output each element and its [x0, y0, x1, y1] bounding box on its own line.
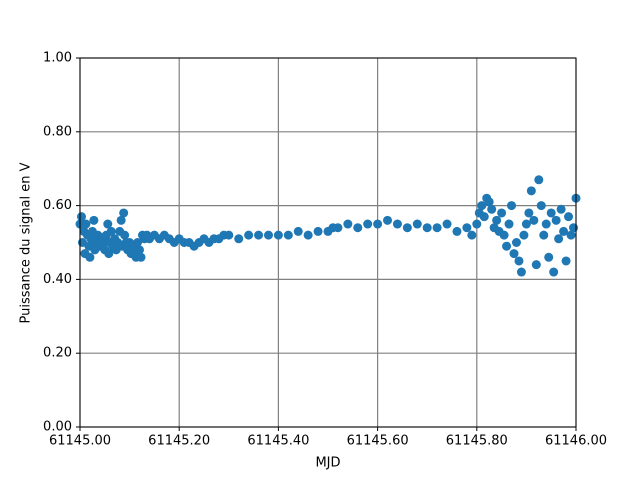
x-tick-label: 61145.00 [49, 434, 111, 449]
y-tick-label: 0.00 [43, 420, 72, 435]
point [564, 212, 574, 222]
point [509, 249, 519, 259]
x-tick-label: 61145.20 [148, 434, 210, 449]
point [504, 219, 514, 229]
point [467, 230, 477, 240]
point [353, 223, 363, 233]
point [452, 226, 462, 236]
point [343, 219, 353, 229]
point [432, 223, 442, 233]
y-tick-label: 0.40 [43, 272, 72, 287]
point [559, 226, 569, 236]
point [529, 215, 539, 225]
point [521, 219, 531, 229]
point [98, 238, 108, 247]
point [526, 186, 536, 196]
point [313, 226, 323, 236]
point [103, 219, 113, 229]
point [507, 201, 517, 211]
point [531, 260, 541, 270]
point [536, 201, 546, 211]
point [116, 215, 126, 225]
point [119, 208, 129, 218]
point [546, 208, 556, 218]
point [120, 230, 130, 240]
point [519, 230, 529, 240]
y-axis-label: Puissance du signal en V [19, 162, 34, 323]
point [539, 230, 549, 240]
point [566, 230, 576, 240]
x-axis-label: MJD [315, 456, 340, 471]
x-tick-label: 61145.40 [247, 434, 309, 449]
point [524, 208, 534, 218]
point [422, 223, 432, 233]
point [484, 197, 494, 207]
x-tick-label: 61145.60 [347, 434, 409, 449]
point [477, 201, 487, 211]
x-tick-label: 61145.80 [446, 434, 508, 449]
y-tick-label: 0.80 [43, 124, 72, 139]
point [254, 230, 264, 240]
point [392, 219, 402, 229]
point [511, 238, 521, 247]
point [487, 204, 497, 214]
point [556, 204, 566, 214]
point [263, 230, 273, 240]
point [76, 212, 86, 222]
point [89, 215, 99, 225]
point [373, 219, 383, 229]
point [462, 223, 472, 233]
point [402, 223, 412, 233]
point [244, 230, 254, 240]
point [234, 234, 244, 244]
y-tick-label: 1.00 [43, 51, 72, 66]
point [133, 238, 143, 247]
point [333, 223, 343, 233]
point [412, 219, 422, 229]
point [136, 252, 146, 262]
point [514, 256, 524, 266]
y-tick-label: 0.60 [43, 198, 72, 213]
x-tick-label: 61146.00 [545, 434, 607, 449]
point [106, 226, 116, 236]
point [85, 252, 95, 262]
point [104, 249, 114, 259]
point [383, 215, 393, 225]
point [283, 230, 293, 240]
point [497, 208, 507, 218]
point [554, 234, 564, 244]
point [499, 230, 509, 240]
point [293, 226, 303, 236]
point [273, 230, 283, 240]
point [541, 219, 551, 229]
point [363, 219, 373, 229]
point [502, 241, 512, 251]
point [224, 230, 234, 240]
point [516, 267, 526, 277]
point [135, 245, 145, 255]
point [479, 212, 489, 222]
point [549, 267, 559, 277]
point [81, 219, 91, 229]
point [551, 215, 561, 225]
plot-frame [79, 57, 577, 428]
point [561, 256, 571, 266]
point [442, 219, 452, 229]
point [569, 223, 579, 233]
point [544, 252, 554, 262]
point [472, 219, 482, 229]
point [492, 215, 502, 225]
y-tick-label: 0.20 [43, 346, 72, 361]
point [303, 230, 313, 240]
point [534, 175, 544, 185]
